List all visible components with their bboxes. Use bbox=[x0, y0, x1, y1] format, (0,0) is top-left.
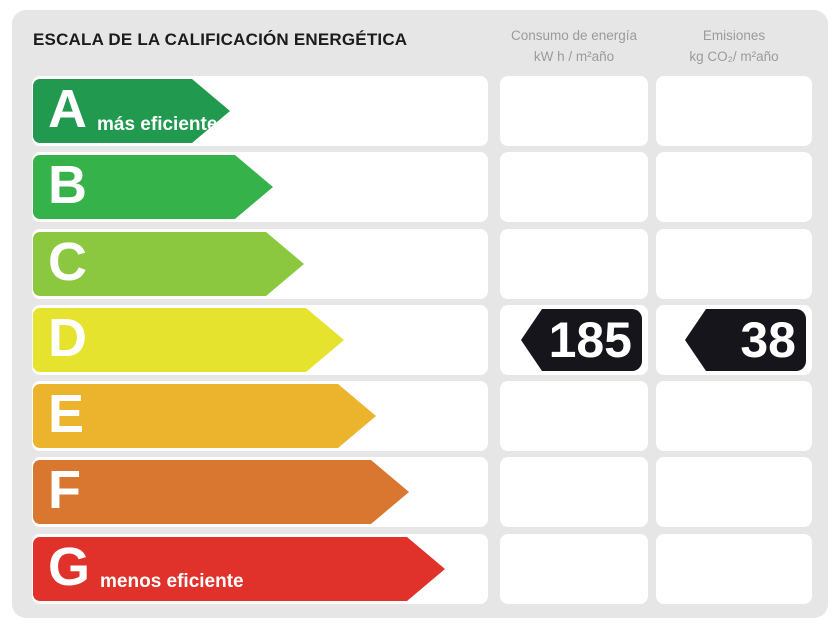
badge-box: 38 bbox=[706, 308, 806, 371]
badge-value: 185 bbox=[548, 311, 632, 368]
rating-arrow-body: C bbox=[33, 231, 266, 296]
rating-row: B bbox=[12, 152, 828, 223]
rating-rows: A más eficiente B C bbox=[12, 76, 828, 610]
consumo-value-cell bbox=[500, 457, 648, 528]
rating-letter: B bbox=[48, 155, 87, 216]
arrow-tip-icon bbox=[192, 79, 230, 143]
badge-value: 38 bbox=[740, 311, 796, 368]
rating-letter: E bbox=[48, 384, 85, 445]
rating-arrow-body: A más eficiente bbox=[33, 79, 217, 143]
consumo-value-cell bbox=[500, 152, 648, 223]
scale-cell: C bbox=[32, 228, 488, 299]
value-badge: 38 bbox=[685, 308, 806, 371]
rating-letter: D bbox=[48, 307, 87, 368]
arrow-tip-icon bbox=[235, 155, 273, 220]
arrow-tip-icon bbox=[407, 536, 445, 601]
emisiones-column-header: Emisiones kg CO₂/ m²año bbox=[656, 26, 812, 68]
consumo-value-cell bbox=[500, 533, 648, 604]
emisiones-value-cell: 38 bbox=[656, 304, 812, 375]
rating-arrow-body: E bbox=[33, 384, 338, 449]
value-badge: 185 bbox=[521, 308, 642, 371]
scale-cell: D bbox=[32, 304, 488, 375]
rating-row: C bbox=[12, 228, 828, 299]
rating-arrow-body: B bbox=[33, 155, 235, 220]
rating-letter: A bbox=[48, 79, 87, 139]
emisiones-value-cell bbox=[656, 76, 812, 146]
emisiones-header-line1: Emisiones bbox=[702, 28, 766, 43]
consumo-header-line1: Consumo de energía bbox=[510, 28, 638, 43]
scale-cell: E bbox=[32, 381, 488, 452]
rating-letter: F bbox=[48, 460, 81, 521]
scale-cell: B bbox=[32, 152, 488, 223]
scale-cell: G menos eficiente bbox=[32, 533, 488, 604]
rating-arrow-body: F bbox=[33, 460, 371, 525]
emisiones-value-cell bbox=[656, 381, 812, 452]
rating-arrow: F bbox=[33, 460, 409, 525]
rating-arrow: D bbox=[33, 307, 344, 372]
rating-row: E bbox=[12, 381, 828, 452]
rating-arrow: C bbox=[33, 231, 304, 296]
emisiones-value-cell bbox=[656, 457, 812, 528]
rating-letter: G bbox=[48, 536, 91, 597]
rating-arrow-body: G menos eficiente bbox=[33, 536, 407, 601]
consumo-header-unit: kW h / m²año bbox=[533, 48, 615, 64]
rating-arrow: G menos eficiente bbox=[33, 536, 445, 601]
rating-letter: C bbox=[48, 231, 87, 292]
scale-cell: F bbox=[32, 457, 488, 528]
rating-arrow: B bbox=[33, 155, 273, 220]
arrow-tip-icon bbox=[338, 384, 376, 449]
consumo-value-cell bbox=[500, 76, 648, 146]
rating-arrow: E bbox=[33, 384, 376, 449]
badge-left-arrow-icon bbox=[521, 308, 542, 371]
consumo-value-cell bbox=[500, 381, 648, 452]
rating-row: F bbox=[12, 457, 828, 528]
rating-arrow-body: D bbox=[33, 307, 306, 372]
rating-arrow: A más eficiente bbox=[33, 79, 230, 143]
rating-row: A más eficiente bbox=[12, 76, 828, 146]
emisiones-value-cell bbox=[656, 228, 812, 299]
consumo-column-header: Consumo de energía kW h / m²año bbox=[500, 26, 648, 68]
rating-row: D 185 38 bbox=[12, 304, 828, 375]
badge-left-arrow-icon bbox=[685, 308, 706, 371]
rating-label: menos eficiente bbox=[100, 571, 244, 593]
rating-row: G menos eficiente bbox=[12, 533, 828, 604]
arrow-tip-icon bbox=[266, 231, 304, 296]
emisiones-value-cell bbox=[656, 533, 812, 604]
emisiones-header-unit: kg CO₂/ m²año bbox=[689, 48, 779, 64]
emisiones-value-cell bbox=[656, 152, 812, 223]
scale-cell: A más eficiente bbox=[32, 76, 488, 146]
page-title: ESCALA DE LA CALIFICACIÓN ENERGÉTICA bbox=[33, 30, 408, 49]
arrow-tip-icon bbox=[371, 460, 409, 525]
energy-rating-panel: ESCALA DE LA CALIFICACIÓN ENERGÉTICA Con… bbox=[12, 10, 828, 618]
consumo-value-cell bbox=[500, 228, 648, 299]
arrow-tip-icon bbox=[306, 307, 344, 372]
badge-box: 185 bbox=[542, 308, 642, 371]
consumo-value-cell: 185 bbox=[500, 304, 648, 375]
rating-label: más eficiente bbox=[97, 113, 218, 135]
